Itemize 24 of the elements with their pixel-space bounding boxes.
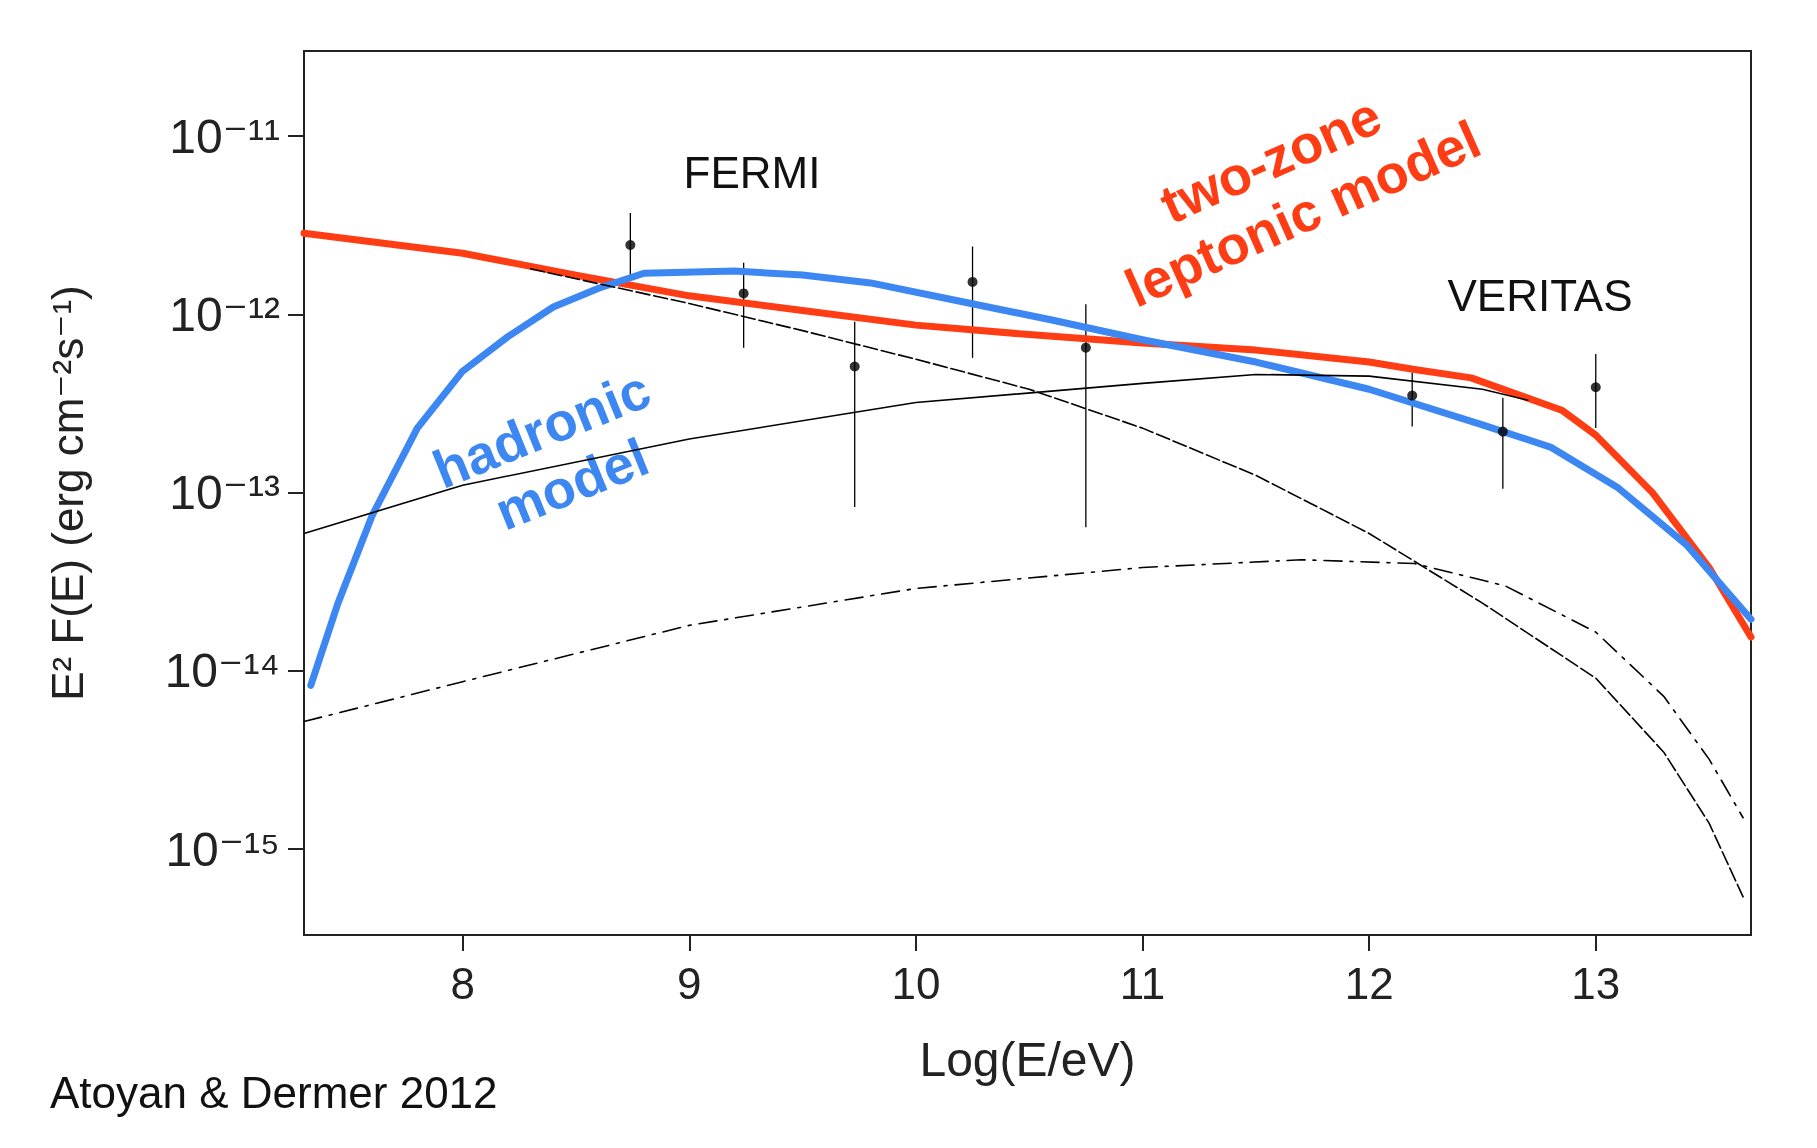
y-axis-title: E² F(E) (erg cm⁻²s⁻¹): [42, 285, 92, 701]
x-axis-title: Log(E/eV): [919, 1032, 1136, 1086]
y-tick-label: 10⁻¹⁴: [164, 644, 280, 698]
point: [849, 361, 860, 372]
x-tick-label: 9: [677, 958, 702, 1008]
x-tick-label: 13: [1571, 958, 1621, 1008]
point: [1590, 382, 1601, 393]
y-tick-label: 10⁻¹¹: [169, 109, 280, 163]
y-tick-label: 10⁻¹²: [169, 287, 281, 341]
x-tick-label: 12: [1344, 958, 1394, 1008]
x-tick-label: 10: [891, 958, 941, 1008]
y-tick-label: 10⁻¹⁵: [165, 822, 280, 876]
point: [967, 276, 978, 287]
point: [625, 239, 636, 250]
x-tick-label: 11: [1119, 958, 1166, 1008]
y-tick-label: 10⁻¹³: [169, 466, 281, 520]
x-tick-label: 8: [450, 958, 475, 1008]
point: [1407, 390, 1418, 401]
point: [1497, 426, 1508, 437]
annotation: FERMI: [683, 147, 821, 197]
point: [738, 288, 749, 299]
text: Atoyan & Dermer 2012: [50, 1067, 498, 1117]
annotation: VERITAS: [1447, 270, 1633, 320]
point: [1080, 342, 1091, 353]
